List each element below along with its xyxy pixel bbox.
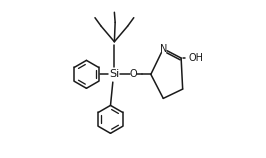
Text: N: N [160,44,167,54]
Text: Si: Si [109,69,119,79]
Text: OH: OH [189,53,204,63]
Text: O: O [130,69,138,79]
